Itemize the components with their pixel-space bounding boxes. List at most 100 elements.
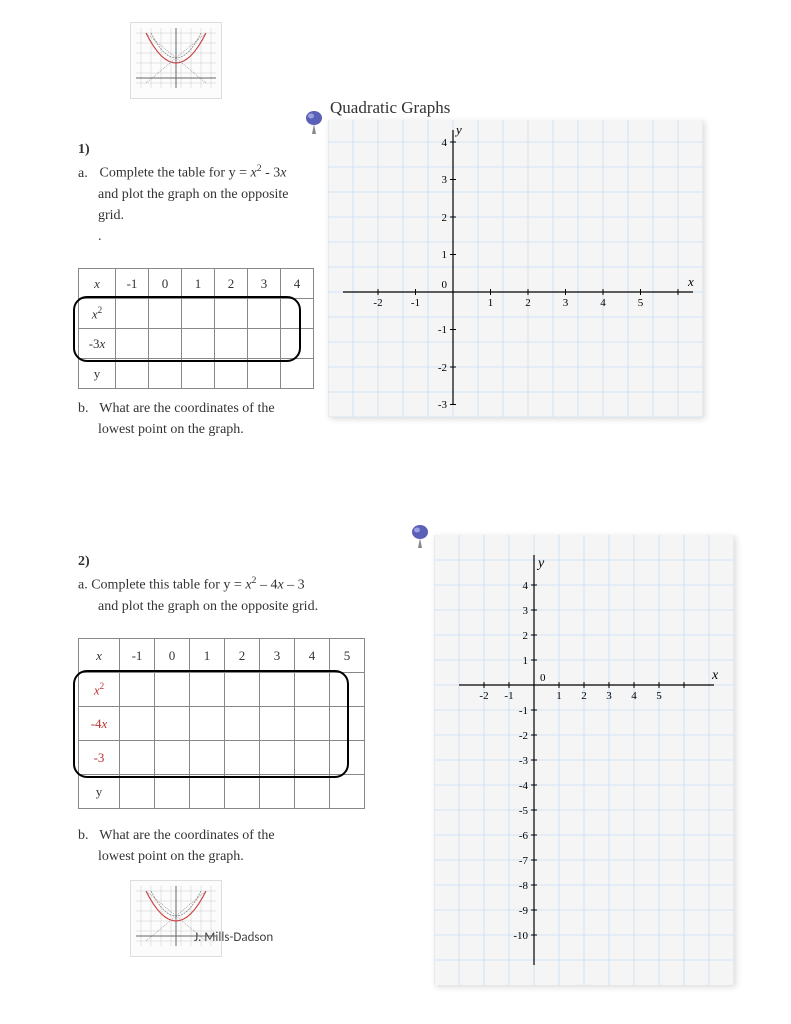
footer-thumbnail: [130, 880, 222, 957]
q1b-text-1: What are the coordinates of the: [99, 401, 274, 416]
svg-text:5: 5: [656, 690, 662, 702]
table-cell: [225, 741, 260, 775]
q1a-eq-var: x: [280, 166, 286, 181]
svg-text:2: 2: [523, 630, 529, 642]
table-cell: [225, 707, 260, 741]
page-title: Quadratic Graphs: [330, 98, 450, 118]
svg-text:x: x: [687, 274, 694, 289]
q2b-text-2: lowest point on the graph.: [98, 846, 358, 867]
svg-text:-2: -2: [438, 362, 447, 374]
table-cell: [330, 741, 365, 775]
pin-icon: [406, 522, 434, 550]
coordinate-grid-2: -2-1 0 12345 4321 -1-2-3-4-5-6-7-8-9-10 …: [434, 535, 734, 985]
table-cell: [149, 359, 182, 389]
table-cell: [248, 359, 281, 389]
svg-text:-1: -1: [411, 297, 420, 309]
table-cell: [120, 673, 155, 707]
svg-text:-3: -3: [438, 399, 448, 411]
svg-text:-8: -8: [519, 880, 529, 892]
svg-text:1: 1: [523, 655, 529, 667]
q2-tbl-h2: 1: [190, 639, 225, 673]
svg-text:-1: -1: [438, 324, 447, 336]
q1-table: x -1 0 1 2 3 4 x2 -3x y: [78, 268, 314, 389]
table-cell: [330, 673, 365, 707]
q1a-text-4: .: [98, 226, 328, 247]
q1-tbl-x: x: [94, 276, 100, 291]
pin-icon: [300, 108, 328, 136]
svg-text:5: 5: [638, 297, 644, 309]
q1-tbl-h2: 1: [182, 269, 215, 299]
table-cell: [215, 329, 248, 359]
svg-text:3: 3: [606, 690, 612, 702]
q2-tbl-h1: 0: [155, 639, 190, 673]
q2b: b. What are the coordinates of the lowes…: [78, 825, 358, 867]
svg-text:4: 4: [631, 690, 637, 702]
q2-number: 2): [78, 554, 398, 570]
q2-tbl-h0: -1: [120, 639, 155, 673]
q2a-eq-mid: – 4: [256, 578, 277, 593]
svg-text:2: 2: [442, 212, 448, 224]
q2-tbl-h3: 2: [225, 639, 260, 673]
svg-text:-5: -5: [519, 805, 529, 817]
q1a-eq-rest: - 3: [262, 166, 281, 181]
table-cell: [295, 707, 330, 741]
q1-tbl-y: y: [94, 366, 101, 381]
svg-text:3: 3: [523, 605, 529, 617]
q1-tbl-x2s: 2: [98, 305, 103, 315]
q1-tbl-h5: 4: [281, 269, 314, 299]
q1-tbl-m3x-v: x: [100, 336, 106, 351]
table-cell: [260, 775, 295, 809]
table-cell: [190, 673, 225, 707]
table-cell: [190, 775, 225, 809]
svg-text:-3: -3: [519, 755, 529, 767]
svg-text:y: y: [454, 122, 462, 137]
table-cell: [155, 741, 190, 775]
q2-tbl-m3: -3: [79, 741, 120, 775]
table-cell: [120, 707, 155, 741]
svg-text:3: 3: [442, 174, 448, 186]
svg-text:-10: -10: [513, 930, 528, 942]
q1-number: 1): [78, 142, 328, 158]
table-cell: [155, 707, 190, 741]
svg-text:-4: -4: [519, 780, 529, 792]
q2-tbl-m4x-v: x: [102, 716, 108, 731]
svg-text:1: 1: [442, 249, 448, 261]
table-cell: [330, 775, 365, 809]
q2a-text-2: and plot the graph on the opposite grid.: [98, 596, 398, 617]
table-cell: [260, 673, 295, 707]
question-2: 2) a. Complete this table for y = x2 – 4…: [78, 554, 398, 617]
q1a-text-1: Complete the table for y =: [100, 166, 251, 181]
svg-text:1: 1: [556, 690, 562, 702]
q2-tbl-x2s: 2: [100, 681, 105, 691]
table-cell: [248, 329, 281, 359]
svg-text:0: 0: [442, 279, 448, 291]
svg-text:-2: -2: [373, 297, 382, 309]
table-cell: [182, 359, 215, 389]
svg-text:-2: -2: [479, 690, 488, 702]
table-cell: [120, 775, 155, 809]
table-cell: [149, 329, 182, 359]
table-cell: [215, 299, 248, 329]
q1b: b. What are the coordinates of the lowes…: [78, 398, 328, 440]
table-cell: [225, 775, 260, 809]
svg-text:4: 4: [523, 580, 529, 592]
q1a-text-2: and plot the graph on the opposite: [98, 184, 328, 205]
table-cell: [149, 299, 182, 329]
table-cell: [182, 299, 215, 329]
author-name: J. Mills-Dadson: [194, 930, 273, 945]
table-cell: [295, 741, 330, 775]
table-cell: [116, 329, 149, 359]
q1-tbl-m3x-p: -3: [89, 336, 100, 351]
svg-text:-6: -6: [519, 830, 529, 842]
q2a-eq-end: – 3: [284, 578, 305, 593]
q2a-text-1: a. Complete this table for y =: [78, 578, 245, 593]
q1b-label: b.: [78, 398, 96, 419]
table-cell: [260, 707, 295, 741]
table-cell: [155, 775, 190, 809]
q1a-text-3: grid.: [98, 205, 328, 226]
q2-tbl-h5: 4: [295, 639, 330, 673]
table-cell: [281, 359, 314, 389]
table-cell: [248, 299, 281, 329]
svg-text:x: x: [711, 668, 719, 683]
table-cell: [182, 329, 215, 359]
